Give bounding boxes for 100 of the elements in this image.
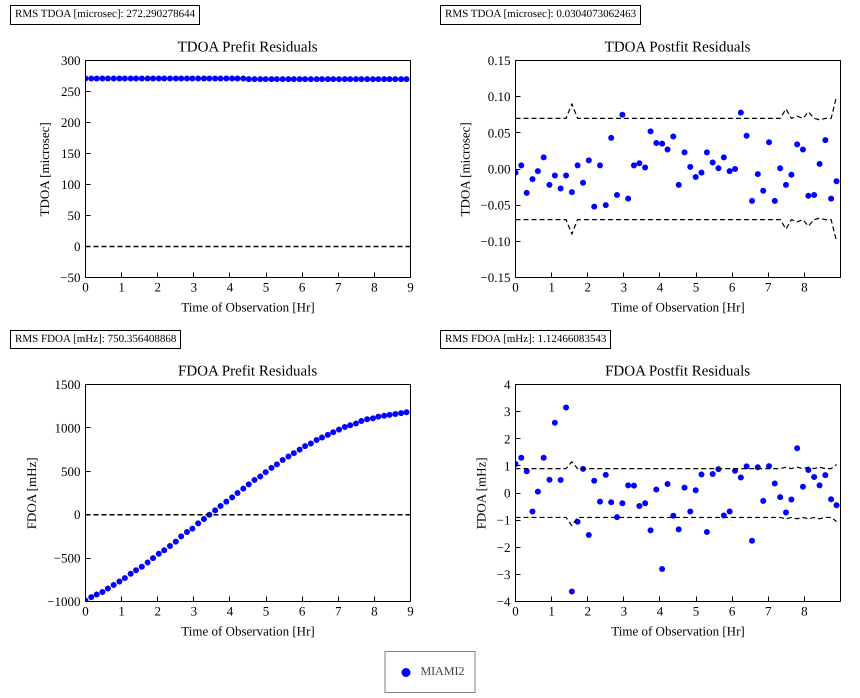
chart-title: FDOA Prefit Residuals — [178, 364, 318, 380]
point — [88, 594, 94, 601]
x-tick-label: 2 — [154, 279, 161, 294]
point — [659, 566, 666, 572]
point — [777, 164, 784, 171]
y-tick-label: 0 — [504, 486, 510, 501]
point — [156, 551, 162, 558]
point — [664, 481, 671, 488]
point — [352, 420, 359, 427]
point — [404, 410, 410, 416]
x-tick-label: 3 — [620, 604, 628, 619]
x-tick-label: 8 — [371, 279, 378, 294]
point — [302, 444, 308, 450]
point — [314, 437, 320, 444]
point — [749, 538, 756, 544]
point — [534, 489, 541, 496]
x-tick-label: 6 — [298, 279, 306, 294]
point — [223, 499, 230, 506]
point — [133, 568, 140, 574]
chart-title: TDOA Postfit Residuals — [604, 39, 751, 56]
y-tick-label: −50 — [60, 270, 81, 285]
point — [816, 482, 823, 489]
point — [529, 176, 536, 182]
point — [782, 182, 789, 188]
point — [788, 171, 794, 178]
point — [811, 192, 818, 198]
x-tick-label: 7 — [765, 279, 772, 294]
point — [744, 132, 750, 138]
point — [754, 170, 761, 177]
y-axis-title: FDOA [mHz] — [24, 458, 40, 530]
point — [738, 474, 744, 481]
point — [375, 414, 382, 420]
point — [178, 534, 184, 540]
point — [636, 503, 642, 510]
y-tick-label: −1 — [496, 513, 511, 528]
point — [200, 516, 207, 522]
point — [648, 528, 654, 534]
point — [630, 483, 637, 490]
y-tick-label: −0.15 — [480, 270, 511, 285]
point — [738, 109, 744, 116]
point — [150, 556, 156, 562]
point — [229, 494, 236, 501]
point — [574, 162, 581, 168]
point — [822, 472, 828, 478]
y-tick-label: 250 — [61, 84, 80, 99]
point — [218, 503, 224, 510]
y-tick-label: −0.05 — [480, 197, 511, 212]
y-tick-label: 50 — [68, 208, 80, 223]
point — [828, 195, 834, 202]
point — [568, 188, 575, 195]
point — [602, 202, 609, 208]
x-tick-label: 3 — [190, 604, 198, 619]
point — [534, 168, 541, 174]
y-tick-label: 0.00 — [488, 161, 510, 176]
point — [381, 413, 388, 420]
point — [546, 182, 552, 188]
x-axis-title: Time of Observation [Hr] — [611, 624, 745, 639]
point — [687, 508, 694, 515]
point — [692, 174, 699, 180]
point — [760, 187, 766, 194]
point — [630, 162, 637, 168]
point — [290, 450, 297, 456]
point — [540, 154, 547, 160]
point — [608, 500, 614, 506]
text: RMS TDOA [microsec]: 0.0304073062463 — [445, 7, 636, 22]
y-tick-label: 100 — [61, 176, 80, 192]
point — [619, 500, 626, 507]
y-tick-label: 4 — [504, 377, 511, 392]
point — [324, 432, 331, 438]
point — [370, 416, 376, 422]
x-tick-label: 6 — [298, 604, 306, 619]
chart-title: TDOA Prefit Residuals — [178, 39, 318, 56]
point — [653, 486, 660, 493]
point — [336, 427, 342, 434]
point — [518, 455, 524, 462]
point — [625, 482, 632, 489]
point — [285, 454, 292, 460]
point — [834, 178, 840, 184]
y-tick-label: −500 — [54, 551, 81, 566]
y-tick-label: 1500 — [54, 377, 80, 392]
point — [608, 134, 614, 141]
point — [246, 482, 252, 488]
point — [726, 508, 733, 515]
point — [268, 465, 274, 472]
text: RMS FDOA [mHz]: 1.12466083543 — [445, 332, 606, 347]
point — [834, 502, 840, 509]
y-tick-label: 3 — [504, 404, 510, 420]
point — [788, 496, 794, 503]
point — [682, 484, 688, 491]
point — [659, 140, 666, 146]
point — [558, 477, 564, 484]
point — [760, 498, 766, 504]
text: RMS FDOA [mHz]: 750.356408868 — [15, 332, 176, 347]
point — [257, 474, 264, 480]
point — [794, 446, 800, 452]
point — [518, 162, 524, 168]
point — [602, 472, 609, 478]
y-tick-label: −3 — [496, 567, 511, 582]
point — [280, 457, 286, 464]
point — [110, 582, 117, 588]
